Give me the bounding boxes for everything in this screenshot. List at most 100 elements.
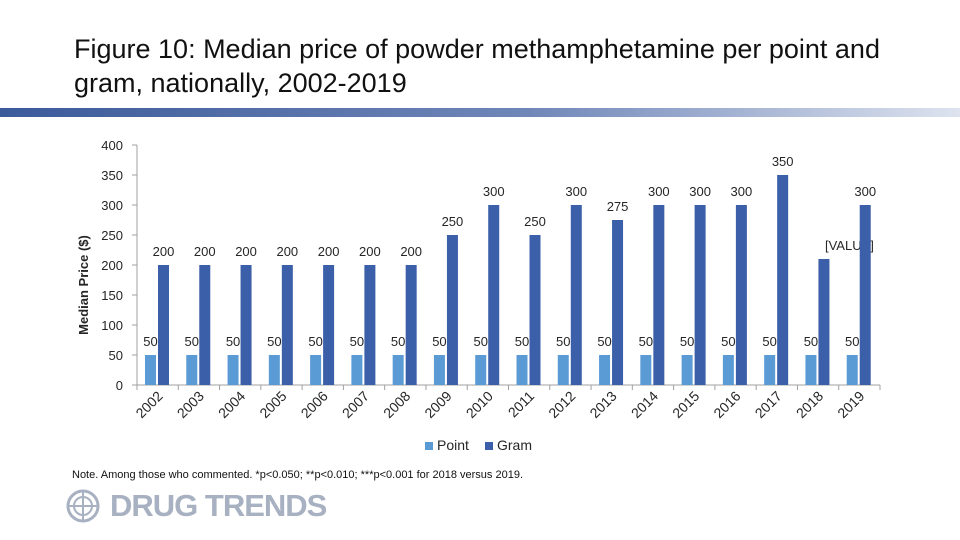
y-tick-label: 150 <box>101 288 123 303</box>
bar-point-2018 <box>805 355 817 385</box>
x-tick-label-2002: 2002 <box>132 388 165 421</box>
data-label-point-2003: 50 <box>185 334 199 349</box>
page-title: Figure 10: Median price of powder metham… <box>74 34 880 98</box>
data-label-point-2014: 50 <box>639 334 653 349</box>
x-tick-label-2011: 2011 <box>505 388 538 421</box>
bar-gram-2008 <box>405 265 417 385</box>
legend-swatch-gram <box>485 442 493 450</box>
x-tick-label-2016: 2016 <box>710 388 743 421</box>
title-rule <box>0 108 960 117</box>
bar-point-2007 <box>351 355 363 385</box>
legend-label-gram: Gram <box>497 437 532 453</box>
bar-point-2004 <box>227 355 239 385</box>
data-label-gram-2013: 275 <box>607 199 629 214</box>
data-label-gram-2004: 200 <box>235 244 257 259</box>
data-label-gram-2016: 300 <box>731 184 753 199</box>
x-tick-label-2006: 2006 <box>298 388 331 421</box>
x-tick-label-2013: 2013 <box>586 388 619 421</box>
y-tick-label: 50 <box>109 348 123 363</box>
bar-gram-2014 <box>653 205 665 385</box>
bar-gram-2012 <box>570 205 582 385</box>
bar-gram-2019 <box>859 205 871 385</box>
data-label-point-2008: 50 <box>391 334 405 349</box>
x-tick-label-2017: 2017 <box>752 388 785 421</box>
x-tick-label-2003: 2003 <box>174 388 207 421</box>
data-label-point-2017: 50 <box>762 334 776 349</box>
x-tick-label-2004: 2004 <box>215 388 248 421</box>
data-label-point-2011: 50 <box>515 334 529 349</box>
data-label-gram-2010: 300 <box>483 184 505 199</box>
data-label-gram-2017: 350 <box>772 154 794 169</box>
bar-gram-2015 <box>694 205 706 385</box>
data-label-point-2005: 50 <box>267 334 281 349</box>
bar-point-2002 <box>145 355 156 385</box>
bar-gram-2006 <box>323 265 335 385</box>
data-label-gram-2015: 300 <box>689 184 711 199</box>
bar-point-2006 <box>310 355 322 385</box>
data-label-point-2019: 50 <box>845 334 859 349</box>
x-tick-label-2014: 2014 <box>628 388 661 421</box>
footnote: Note. Among those who commented. *p<0.05… <box>72 469 524 481</box>
bar-gram-2003 <box>199 265 211 385</box>
data-label-point-2009: 50 <box>432 334 446 349</box>
data-label-gram-2011: 250 <box>524 214 546 229</box>
bar-point-2017 <box>764 355 776 385</box>
data-label-point-2018: 50 <box>804 334 818 349</box>
y-tick-label: 200 <box>101 258 123 273</box>
bar-gram-2005 <box>281 265 293 385</box>
data-label-gram-2019: 300 <box>854 184 876 199</box>
x-tick-label-2008: 2008 <box>380 388 413 421</box>
y-axis-label: Median Price ($) <box>76 235 91 335</box>
data-label-gram-2003: 200 <box>194 244 216 259</box>
data-label-gram-2009: 250 <box>442 214 464 229</box>
bar-point-2016 <box>722 355 734 385</box>
data-label-point-2016: 50 <box>721 334 735 349</box>
data-label-point-2012: 50 <box>556 334 570 349</box>
bar-gram-2004 <box>240 265 252 385</box>
bar-point-2010 <box>475 355 487 385</box>
data-label-point-2004: 50 <box>226 334 240 349</box>
data-label-gram-2006: 200 <box>318 244 340 259</box>
y-tick-label: 300 <box>101 198 123 213</box>
x-tick-label-2012: 2012 <box>545 388 578 421</box>
x-tick-label-2007: 2007 <box>339 388 372 421</box>
bar-point-2011 <box>516 355 528 385</box>
data-label-point-2007: 50 <box>350 334 364 349</box>
data-label-gram-2008: 200 <box>400 244 422 259</box>
y-tick-label: 0 <box>116 378 123 393</box>
data-label-gram-2002: 200 <box>153 244 175 259</box>
data-label-gram-2012: 300 <box>565 184 587 199</box>
bar-point-2005 <box>268 355 280 385</box>
data-label-point-2015: 50 <box>680 334 694 349</box>
bar-point-2012 <box>557 355 569 385</box>
bar-point-2014 <box>640 355 652 385</box>
y-tick-label: 100 <box>101 318 123 333</box>
bar-gram-2002 <box>158 265 169 385</box>
legend-label-point: Point <box>437 437 469 453</box>
legend-swatch-point <box>425 442 433 450</box>
data-label-point-2002: 50 <box>143 334 157 349</box>
logo: DRUG TRENDS <box>66 488 327 524</box>
data-label-gram-2014: 300 <box>648 184 670 199</box>
bar-point-2008 <box>392 355 404 385</box>
bar-point-2019 <box>846 355 858 385</box>
bar-point-2015 <box>681 355 693 385</box>
data-label-point-2013: 50 <box>597 334 611 349</box>
logo-text: DRUG TRENDS <box>110 488 327 523</box>
globe-emblem-icon <box>66 489 100 523</box>
x-tick-label-2015: 2015 <box>669 388 702 421</box>
data-label-point-2006: 50 <box>308 334 322 349</box>
bar-point-2009 <box>433 355 445 385</box>
bar-gram-2007 <box>364 265 376 385</box>
y-tick-label: 250 <box>101 228 123 243</box>
bar-point-2013 <box>599 355 611 385</box>
x-tick-label-2009: 2009 <box>421 388 454 421</box>
y-tick-label: 350 <box>101 168 123 183</box>
bar-gram-2009 <box>446 235 458 385</box>
bar-gram-2018 <box>818 259 830 385</box>
data-label-gram-2005: 200 <box>276 244 298 259</box>
y-tick-label: 400 <box>101 138 123 153</box>
x-tick-label-2018: 2018 <box>793 388 826 421</box>
data-label-point-2010: 50 <box>473 334 487 349</box>
